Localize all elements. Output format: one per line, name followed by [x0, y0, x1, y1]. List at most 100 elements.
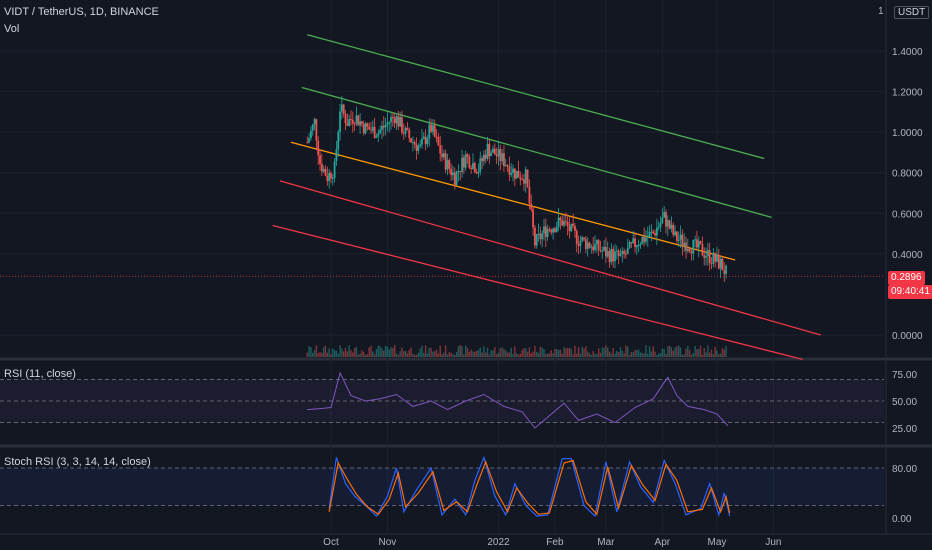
candle-body	[559, 217, 562, 221]
candle-body	[459, 171, 462, 173]
volume-bar	[610, 353, 613, 357]
candle-body	[359, 121, 361, 126]
candle-body	[486, 143, 489, 159]
volume-bar	[568, 347, 571, 357]
volume-bar	[698, 349, 700, 357]
candle-body	[512, 168, 514, 173]
currency-label[interactable]: USDT	[894, 6, 930, 19]
candle-body	[470, 167, 473, 169]
volume-bar	[332, 348, 334, 357]
rsi-label[interactable]: RSI (11, close)	[4, 368, 76, 380]
candle-body	[548, 229, 551, 231]
candle-body	[561, 220, 564, 226]
volume-bar	[647, 353, 649, 357]
volume-bar	[523, 348, 525, 357]
volume-bar	[408, 349, 410, 357]
volume-bar	[363, 352, 365, 357]
candle-body	[339, 111, 341, 132]
volume-bar	[450, 352, 452, 357]
volume-bar	[694, 345, 696, 357]
candle-body	[364, 123, 367, 134]
volume-bar	[557, 349, 560, 357]
volume-bar	[355, 346, 358, 357]
candle-body	[337, 131, 340, 150]
volume-bar	[353, 348, 356, 357]
stoch-rsi-label[interactable]: Stoch RSI (3, 3, 14, 14, close)	[4, 456, 151, 468]
candle-body	[430, 124, 432, 132]
candle-body	[714, 252, 717, 262]
volume-bar	[579, 354, 582, 357]
candle-body	[610, 248, 613, 263]
candle-body	[351, 119, 354, 124]
volume-bar	[352, 352, 354, 357]
volume-label[interactable]: Vol	[4, 23, 20, 35]
candle-body	[395, 116, 398, 124]
volume-bar	[641, 352, 644, 357]
volume-bar	[674, 347, 676, 357]
volume-bar	[370, 345, 372, 357]
volume-bar	[494, 347, 496, 357]
candle-body	[641, 237, 644, 245]
candle-body	[473, 162, 476, 172]
volume-bar	[463, 354, 465, 357]
volume-bar	[441, 354, 443, 357]
candle-body	[504, 165, 507, 167]
candle-body	[353, 123, 356, 125]
volume-bar	[492, 350, 494, 357]
candle-body	[413, 142, 416, 145]
volume-bar	[468, 351, 471, 357]
volume-bar	[324, 345, 327, 357]
volume-bar	[404, 350, 407, 357]
candle-body	[614, 251, 616, 262]
volume-bar	[585, 345, 587, 357]
volume-bar	[419, 348, 421, 357]
candle-body	[543, 226, 545, 234]
volume-bar	[417, 352, 420, 357]
candle-body	[320, 163, 323, 172]
volume-bar	[452, 354, 454, 357]
y-tick-label: 0.8000	[892, 169, 923, 180]
candle-body	[482, 154, 485, 162]
candle-body	[492, 148, 494, 153]
volume-bar	[599, 353, 602, 357]
volume-bar	[676, 346, 678, 357]
candle-body	[541, 233, 544, 240]
volume-bar	[372, 351, 374, 357]
volume-bar	[576, 353, 578, 357]
candle-body	[583, 237, 585, 240]
candle-body	[703, 255, 706, 258]
candle-body	[455, 171, 458, 185]
candle-body	[421, 138, 423, 145]
volume-bar	[683, 354, 685, 357]
volume-bar	[390, 347, 392, 357]
candle-body	[654, 233, 656, 236]
volume-bar	[388, 349, 390, 357]
volume-bar	[581, 346, 583, 357]
candle-body	[506, 165, 509, 167]
volume-bar	[643, 353, 645, 357]
candle-body	[659, 223, 662, 227]
volume-bar	[426, 353, 429, 357]
candle-body	[411, 142, 414, 144]
volume-bar	[685, 348, 687, 357]
candle-body	[493, 148, 496, 155]
candle-body	[513, 168, 516, 179]
volume-bar	[474, 351, 476, 357]
candle-body	[342, 104, 345, 115]
x-tick-label: Oct	[323, 537, 339, 548]
candle-body	[665, 211, 667, 227]
candle-body	[422, 136, 425, 139]
volume-bar	[614, 353, 616, 357]
volume-bar	[528, 347, 531, 357]
candle-body	[410, 138, 412, 143]
volume-bar	[337, 353, 339, 357]
volume-bar	[634, 350, 636, 357]
candle-body	[557, 217, 560, 227]
candle-body	[639, 244, 642, 246]
volume-bar	[335, 350, 338, 357]
candle-body	[499, 148, 502, 162]
volume-bar	[687, 345, 689, 357]
last-price-tag: 0.2896	[888, 271, 925, 285]
symbol-title[interactable]: VIDT / TetherUS, 1D, BINANCE	[4, 6, 159, 18]
